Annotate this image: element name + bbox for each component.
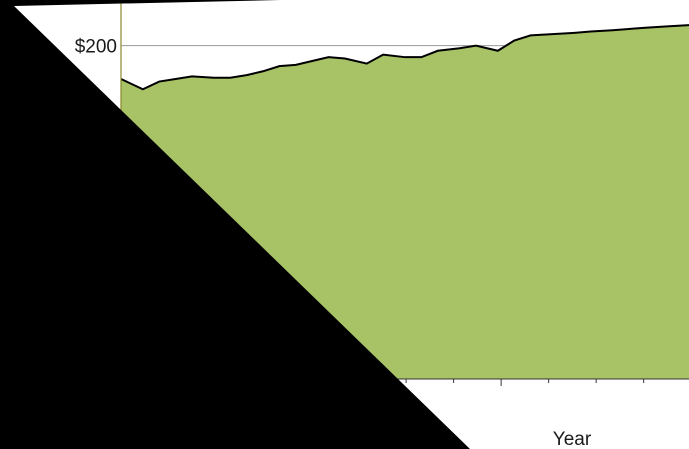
x-axis-title: Year — [553, 429, 592, 449]
black-wedge — [0, 0, 470, 449]
torn-strip — [440, 394, 689, 418]
area-line — [120, 24, 689, 91]
y-tick-label-0: $200 — [75, 37, 117, 58]
